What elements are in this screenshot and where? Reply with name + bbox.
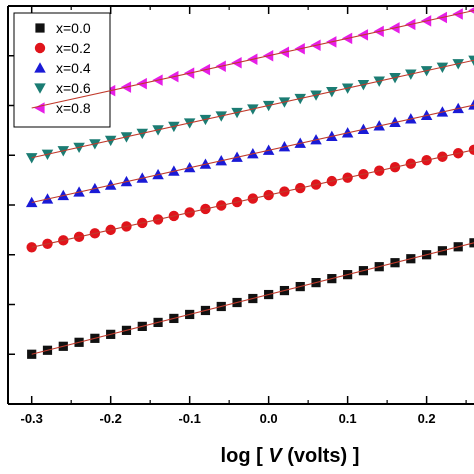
data-point — [152, 125, 164, 136]
data-point — [357, 80, 370, 91]
data-point — [389, 116, 401, 128]
x-tick-label: -0.3 — [20, 411, 42, 426]
data-point — [469, 238, 474, 248]
data-point — [373, 120, 385, 131]
data-point — [468, 144, 474, 155]
data-point — [183, 118, 196, 129]
data-point — [25, 196, 38, 208]
data-point — [136, 128, 149, 140]
x-axis-title-prefix: log [ — [221, 445, 269, 467]
data-point — [183, 161, 196, 173]
x-tick-label: -0.1 — [178, 411, 200, 426]
data-point — [89, 182, 101, 194]
data-point — [326, 86, 338, 98]
x-axis-title: log [ V (volts) ] — [221, 445, 360, 467]
data-point — [73, 142, 85, 154]
data-point — [215, 154, 228, 166]
data-point — [326, 130, 338, 141]
legend-label: x=0.4 — [56, 60, 91, 76]
data-point — [104, 179, 117, 190]
legend-marker — [34, 62, 46, 73]
legend-label: x=0.6 — [56, 80, 91, 96]
data-point — [168, 165, 180, 176]
fit-line-2 — [31, 104, 474, 204]
data-point — [168, 121, 180, 133]
data-point — [310, 90, 322, 101]
x-tick-label: 0.1 — [339, 411, 357, 426]
data-point — [25, 153, 38, 164]
data-point — [436, 62, 449, 73]
data-point — [247, 104, 259, 115]
legend-label: x=0.2 — [56, 40, 91, 56]
data-point — [405, 113, 417, 124]
fit-line-3 — [31, 59, 474, 159]
legend: x=0.0 x=0.2 x=0.4 x=0.6 x=0.8 — [13, 12, 111, 128]
data-point — [262, 100, 275, 112]
data-point — [420, 109, 433, 121]
x-axis-title-suffix: (volts) ] — [282, 445, 360, 467]
data-point — [26, 242, 37, 253]
data-point — [199, 158, 212, 169]
legend-marker — [35, 23, 45, 33]
data-point — [405, 69, 417, 80]
x-tick-label: -0.2 — [99, 411, 121, 426]
data-point — [136, 172, 149, 183]
data-point — [452, 102, 464, 114]
x-axis-title-variable: V — [268, 445, 283, 467]
data-point — [278, 97, 291, 108]
data-point — [262, 144, 275, 155]
data-point — [341, 83, 354, 94]
legend-label: x=0.0 — [56, 20, 91, 36]
data-point — [231, 107, 243, 119]
data-point — [341, 127, 354, 138]
data-point — [389, 73, 401, 84]
x-tick-label: 0.2 — [418, 411, 436, 426]
data-point — [468, 99, 474, 110]
data-point — [436, 106, 449, 117]
data-point — [310, 134, 322, 145]
data-point — [373, 76, 385, 87]
fit-line-4 — [31, 9, 474, 109]
data-point — [468, 7, 474, 14]
data-point — [89, 139, 101, 150]
data-point — [199, 114, 212, 126]
data-point — [247, 148, 259, 159]
data-point — [57, 146, 70, 157]
legend-marker — [34, 102, 45, 114]
data-point — [120, 132, 133, 143]
legend-marker — [34, 83, 46, 94]
data-point — [294, 137, 306, 148]
fit-lines — [31, 9, 474, 355]
data-point — [452, 59, 464, 70]
data-point — [215, 111, 228, 122]
data-point — [120, 175, 133, 187]
legend-label: x=0.8 — [56, 100, 91, 116]
data-point — [231, 151, 243, 162]
data-point — [104, 135, 117, 147]
data-point — [294, 93, 306, 105]
data-point — [152, 168, 164, 180]
data-point — [420, 66, 433, 77]
data-point — [278, 141, 291, 152]
axes: -0.3 -0.2 -0.1 0.0 0.1 0.2 — [7, 5, 474, 426]
fit-line-0 — [31, 242, 474, 355]
data-point — [41, 193, 54, 204]
data-point — [57, 189, 70, 201]
data-point — [357, 123, 370, 134]
legend-box — [13, 12, 111, 128]
data-point — [73, 186, 85, 197]
fit-line-1 — [31, 149, 474, 248]
data-point — [41, 149, 54, 161]
x-tick-label: 0.0 — [260, 411, 278, 426]
legend-marker — [34, 42, 46, 54]
